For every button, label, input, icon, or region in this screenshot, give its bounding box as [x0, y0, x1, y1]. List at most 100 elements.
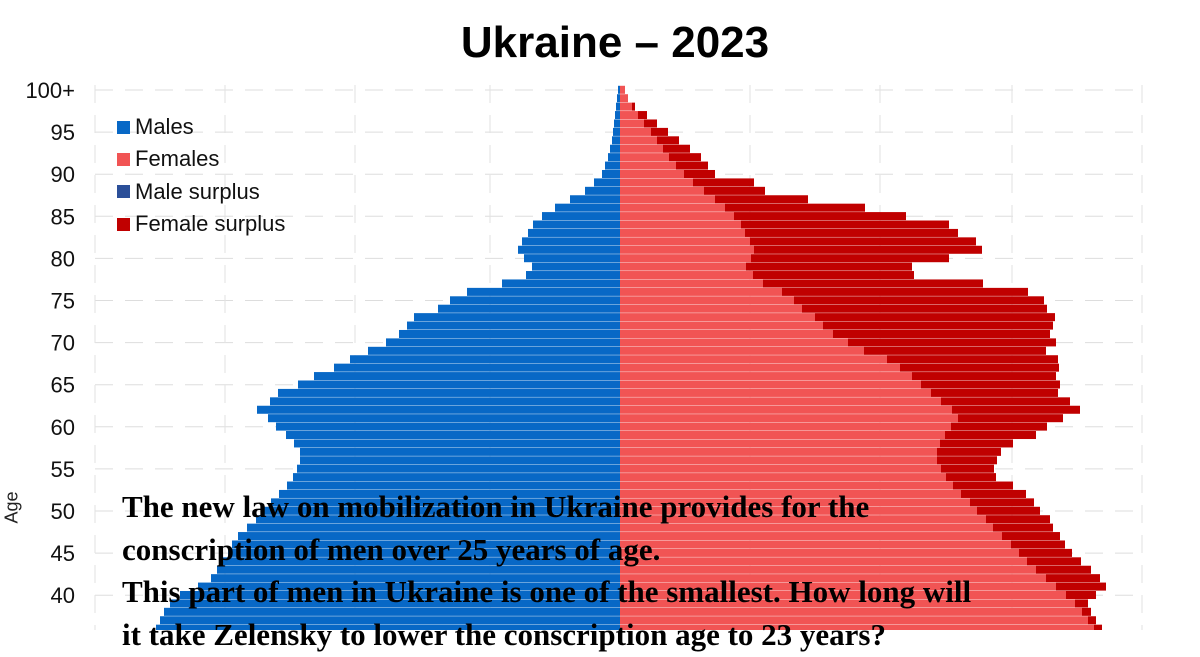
bar-female-surplus-age-80 — [751, 254, 949, 263]
bar-female-surplus-age-59 — [945, 431, 1036, 440]
bar-female-surplus-age-91 — [676, 161, 708, 170]
bar-male-age-36 — [156, 624, 620, 630]
bar-female-surplus-age-60 — [951, 422, 1047, 431]
bar-female-surplus-age-38 — [1082, 607, 1091, 616]
legend-item-male-surplus: Male surplus — [117, 176, 285, 208]
bar-female-surplus-age-39 — [1075, 599, 1088, 608]
bar-female-age-69 — [620, 346, 864, 355]
bar-female-surplus-age-93 — [663, 144, 690, 153]
bar-male-age-61 — [268, 414, 620, 423]
bar-male-age-74 — [438, 304, 620, 313]
bar-male-age-72 — [407, 321, 620, 330]
bar-male-age-90 — [602, 169, 620, 179]
bar-male-age-85 — [542, 212, 620, 221]
bar-male-age-49 — [256, 515, 620, 524]
bar-male-age-84 — [533, 220, 620, 229]
bar-male-age-50 — [264, 506, 620, 515]
bar-female-surplus-age-66 — [912, 372, 1056, 381]
bar-female-age-77 — [620, 279, 763, 288]
bar-male-age-93 — [610, 144, 620, 153]
bar-female-age-44 — [620, 557, 1027, 566]
bar-female-age-64 — [620, 388, 931, 397]
bar-male-age-86 — [555, 203, 620, 212]
overlay-line-4: it take Zelensky to lower the conscripti… — [122, 617, 886, 653]
y-tick-label: 85 — [51, 204, 75, 229]
y-tick-label: 45 — [51, 541, 75, 566]
bar-male-age-100 — [618, 85, 620, 94]
bar-female-surplus-age-43 — [1036, 565, 1091, 574]
bar-male-age-77 — [502, 279, 620, 288]
bar-male-age-76 — [467, 287, 620, 296]
bar-female-surplus-age-84 — [741, 220, 949, 229]
bar-female-surplus-age-55 — [941, 464, 994, 473]
bar-female-age-59 — [620, 431, 945, 440]
bar-female-surplus-age-97 — [638, 111, 647, 120]
bar-male-age-57 — [300, 447, 620, 456]
y-tick-label: 65 — [51, 373, 75, 398]
bar-female-surplus-age-47 — [1002, 532, 1060, 541]
bar-female-age-49 — [620, 515, 986, 524]
bar-female-surplus-age-44 — [1027, 557, 1081, 566]
bar-male-age-58 — [294, 439, 620, 448]
chart-title: Ukraine – 2023 — [460, 18, 770, 67]
bar-male-age-64 — [278, 388, 620, 397]
bar-female-age-76 — [620, 287, 782, 296]
y-tick-label: 50 — [51, 499, 75, 524]
bar-female-age-38 — [620, 607, 1082, 616]
bar-female-age-83 — [620, 228, 745, 237]
bar-male-age-79 — [532, 262, 620, 271]
legend-item-females: Females — [117, 143, 285, 175]
bar-female-surplus-age-64 — [931, 388, 1058, 397]
bar-male-age-63 — [270, 397, 620, 406]
y-tick-label: 75 — [51, 289, 75, 314]
bar-female-age-71 — [620, 329, 833, 338]
bar-female-age-54 — [620, 473, 946, 482]
bar-male-age-37 — [160, 616, 620, 625]
bar-female-age-92 — [620, 153, 669, 162]
bar-female-surplus-age-90 — [684, 169, 715, 179]
legend-swatch-female-surplus — [117, 217, 130, 231]
bar-female-age-95 — [620, 127, 651, 136]
bar-male-age-69 — [368, 346, 620, 355]
bar-male-age-73 — [414, 313, 620, 322]
bar-male-age-75 — [450, 296, 620, 305]
bar-female-surplus-age-87 — [715, 195, 808, 204]
bar-male-age-97 — [615, 111, 620, 120]
bar-male-age-67 — [334, 363, 620, 372]
bar-female-surplus-age-78 — [753, 271, 914, 280]
bar-male-age-59 — [286, 431, 620, 440]
bar-male-age-51 — [271, 498, 620, 507]
pyramid-bars — [156, 85, 1106, 630]
bar-female-age-62 — [620, 405, 952, 414]
bar-female-age-60 — [620, 422, 951, 431]
bar-female-surplus-age-51 — [970, 498, 1034, 507]
bar-female-surplus-age-89 — [693, 178, 754, 187]
overlay-line-2: conscription of men over 25 years of age… — [122, 531, 661, 567]
bar-female-surplus-age-68 — [887, 355, 1058, 364]
bar-female-age-74 — [620, 304, 802, 313]
bar-female-age-45 — [620, 548, 1019, 557]
bar-male-age-45 — [228, 548, 620, 557]
bar-female-surplus-age-41 — [1056, 582, 1106, 591]
y-tick-label: 95 — [51, 120, 75, 145]
bar-female-age-63 — [620, 397, 941, 406]
legend-swatch-males — [117, 120, 130, 134]
bar-female-surplus-age-56 — [937, 456, 997, 465]
legend-label-male-surplus: Male surplus — [135, 178, 260, 204]
bar-female-age-70 — [620, 338, 848, 347]
y-tick-label: 40 — [51, 583, 75, 608]
bar-male-age-96 — [614, 119, 620, 128]
bar-female-age-53 — [620, 481, 953, 490]
bar-female-surplus-age-75 — [794, 296, 1044, 305]
bar-male-age-78 — [526, 271, 620, 280]
bar-male-age-92 — [608, 153, 620, 162]
bar-female-surplus-age-53 — [953, 481, 1013, 490]
bar-female-surplus-age-96 — [644, 119, 657, 128]
bar-female-surplus-age-58 — [940, 439, 1013, 448]
bar-male-age-89 — [594, 178, 620, 187]
bar-male-age-70 — [386, 338, 620, 347]
bar-female-age-43 — [620, 565, 1036, 574]
bar-male-age-65 — [298, 380, 620, 389]
bar-female-age-88 — [620, 186, 704, 195]
overlay-caption: The new law on mobilization in Ukraine p… — [122, 486, 1182, 657]
